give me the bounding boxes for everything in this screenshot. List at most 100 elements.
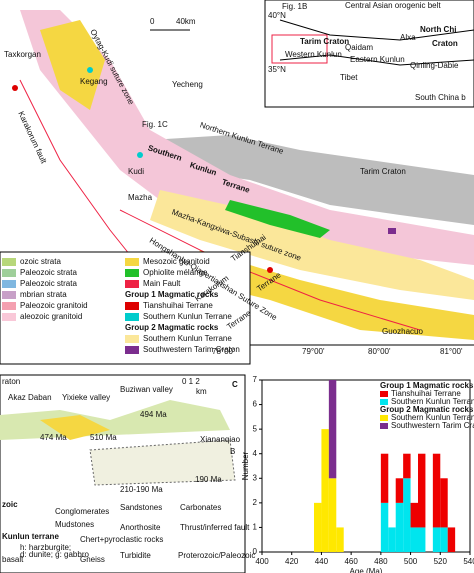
y-tick-label: 3 [253,473,258,482]
bar [328,478,337,552]
section-label: 190 Ma [195,475,222,484]
section-label: Chert+pyroclastic rocks [80,535,163,544]
inset-label: South China b [415,93,466,102]
bar [403,478,411,552]
legend-label: Ophiolite mélange [143,268,208,277]
map-label: Guozhacuo [382,327,423,336]
bar [321,429,329,552]
map-label: Tarim Craton [360,167,406,176]
section-label: 474 Ma [40,433,67,442]
map-label: 81°00' [440,347,463,356]
ophiolite [225,200,330,238]
inset-label: Alxa [400,33,416,42]
section-label: Thrust/inferred fault [180,523,250,532]
section-label: Mudstones [55,520,94,529]
bar [432,527,441,552]
x-tick-label: 480 [374,557,388,566]
bar [440,527,448,552]
legend-label: Tianshuihai Terrane [391,389,461,398]
granitoid [190,250,474,340]
legend-swatch [125,258,139,266]
section [0,374,246,573]
bar [380,453,389,503]
section-label: Proterozoic/Paleozoic [178,551,255,560]
legend-label: Paleozoic granitoid [20,301,88,310]
legend-label: Southern Kunlun Terrane [391,397,474,406]
section-label: km [196,387,207,396]
granitoid [40,20,105,110]
x-tick-label: 400 [255,557,269,566]
inset-box [271,34,328,64]
y-tick-label: 4 [253,449,258,458]
inset-boundary [279,19,474,41]
inset-boundary [279,54,474,66]
bar [410,527,418,552]
bar [314,502,322,552]
inset-label: Fig. 1B [282,2,307,11]
section-label: Conglomerates [55,507,109,516]
inset-label: Eastern Kunlun [350,55,405,64]
y-axis-label: Number [241,451,250,480]
northern-kunlun [150,135,474,225]
y-tick-label: 6 [253,400,258,409]
section-label: 210-190 Ma [120,485,163,494]
bar [380,502,389,552]
section-label: Gneiss [80,555,105,564]
inset-label: Tibet [340,73,358,82]
fault [119,209,421,331]
legend-swatch [380,399,388,405]
bar [447,527,456,552]
bar [403,453,411,479]
inset-label: Qinling-Dabie [410,61,459,70]
legend-swatch [125,335,139,343]
legend-swatch [2,280,16,288]
legend-label: aleozoic granitoid [20,312,82,321]
x-tick-label: 540 [463,557,474,566]
sample [12,85,18,91]
section-label: Buziwan valley [120,385,173,394]
bar [328,380,337,479]
legend-label: Tianshuihai Terrane [143,301,213,310]
legend-swatch [125,346,139,354]
section-label: raton [2,377,20,386]
legend-swatch [2,313,16,321]
legend-swatch [125,302,139,310]
legend-swatch [2,302,16,310]
section-label: 494 Ma [140,410,167,419]
section-label: Turbidite [120,551,151,560]
legend-label: Group 2 Magmatic rocks [125,323,219,332]
legend-label: mbrian strata [20,290,67,299]
map-label: 40km [176,17,196,26]
bar [395,502,404,552]
map-label: Kudi [128,167,144,176]
legend-swatch [125,313,139,321]
map-label: Mazha [128,193,153,202]
legend-swatch [125,280,139,288]
legend-swatch [380,415,388,421]
y-tick-label: 0 [253,547,258,556]
legend-heading: Group 2 Magmatic rocks [380,405,474,414]
x-tick-label: 440 [315,557,329,566]
legend-swatch [125,269,139,277]
legend-label: Southern Kunlun Terrane [143,312,232,321]
y-tick-label: 2 [253,498,258,507]
y-tick-label: 7 [253,375,258,384]
bar [418,453,426,528]
section-label: Sandstones [120,503,162,512]
bar [395,478,404,503]
panel-label: C [232,380,238,389]
section-label: d: dunite; g: gabbro [20,550,89,559]
legend-swatch [2,291,16,299]
section-label: Xiananqiao [200,435,241,444]
section-body [40,415,110,440]
x-axis-label: Age (Ma) [350,567,383,573]
legend-heading: Group 1 Magmatic rocks [380,381,474,390]
section-label: basalt [2,555,24,564]
x-tick-label: 520 [434,557,448,566]
legend-label: Southern Kunlun Terrane [143,334,232,343]
map-label: Fig. 1C [142,120,168,129]
section-label: Akaz Daban [8,393,52,402]
section-label: 510 Ma [90,433,117,442]
section-label: Carbonates [180,503,221,512]
